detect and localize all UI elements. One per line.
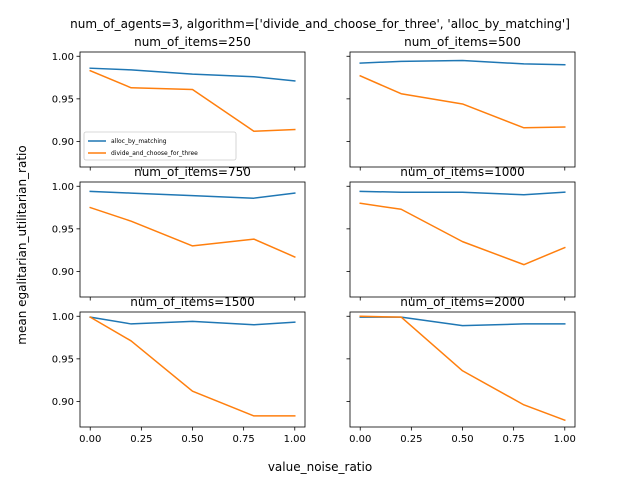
x-tick-label: 0.75 <box>233 434 255 445</box>
x-tick-label: 0.75 <box>503 434 525 445</box>
series-line-alloc-by-matching <box>359 59 566 66</box>
x-tick-label: 1.00 <box>554 434 576 445</box>
legend-entry: divide_and_choose_for_three <box>111 150 198 157</box>
y-tick-label: 1.00 <box>52 312 74 323</box>
x-tick-label: 1.00 <box>284 434 306 445</box>
series-line-divide-and-choose-for-three <box>89 69 296 132</box>
y-tick-label: 0.95 <box>52 224 74 235</box>
y-axis-label: mean egalitarian_utilitarian_ratio <box>15 145 29 344</box>
y-tick-label: 1.00 <box>52 52 74 63</box>
subplot-5: 0.90 0.95 1.00 0.00 0.25 0.50 0.75 1.00 num_of_i… <box>52 295 306 445</box>
series-line-alloc-by-matching <box>89 190 296 199</box>
chart-suptitle: num_of_agents=3, algorithm=['divide_and_… <box>70 17 570 31</box>
subplot-title: num_of_items=500 <box>404 35 521 49</box>
series-line-divide-and-choose-for-three <box>359 202 566 266</box>
subplot-2: num_of_items=500 <box>346 35 576 171</box>
x-tick-label: 0.25 <box>130 434 152 445</box>
y-tick-label: 0.90 <box>52 137 74 148</box>
subplot-4: num_of_items=1000 <box>346 165 576 301</box>
x-tick-label: 0.50 <box>181 434 203 445</box>
subplot-title: num_of_items=1500 <box>130 295 254 309</box>
subplot-title: num_of_items=750 <box>134 165 251 179</box>
series-line-divide-and-choose-for-three <box>359 74 566 129</box>
series-line-alloc-by-matching <box>359 190 566 196</box>
x-tick-label: 0.00 <box>79 434 101 445</box>
subplot-1: 0.90 0.95 1.00 num_of_items=250 alloc_by_mat… <box>52 35 306 171</box>
legend: alloc_by_matching divide_and_choose_for_t… <box>83 131 237 161</box>
subplot-3: 0.90 0.95 1.00 num_of_items=750 <box>52 165 306 301</box>
series-line-divide-and-choose-for-three <box>89 206 296 258</box>
series-line-divide-and-choose-for-three <box>89 316 296 417</box>
series-line-alloc-by-matching <box>89 316 296 326</box>
subplot-6: 0.00 0.25 0.50 0.75 1.00 num_of_items=2000 <box>346 295 576 445</box>
subplot-title: num_of_items=1000 <box>400 165 524 179</box>
y-tick-label: 0.90 <box>52 267 74 278</box>
x-axis-label: value_noise_ratio <box>268 460 372 474</box>
y-tick-label: 0.95 <box>52 354 74 365</box>
y-tick-label: 0.95 <box>52 94 74 105</box>
legend-entry: alloc_by_matching <box>111 138 167 145</box>
legend-box <box>83 131 237 161</box>
y-tick-label: 1.00 <box>52 182 74 193</box>
subplot-title: num_of_items=250 <box>134 35 251 49</box>
x-tick-label: 0.50 <box>451 434 473 445</box>
x-tick-label: 0.25 <box>400 434 422 445</box>
subplot-grid: 0.90 0.95 1.00 num_of_items=250 alloc_by_mat… <box>52 35 576 445</box>
series-line-divide-and-choose-for-three <box>359 315 566 422</box>
series-line-alloc-by-matching <box>89 67 296 82</box>
y-tick-label: 0.90 <box>52 397 74 408</box>
subplot-title: num_of_items=2000 <box>400 295 524 309</box>
x-tick-label: 0.00 <box>349 434 371 445</box>
